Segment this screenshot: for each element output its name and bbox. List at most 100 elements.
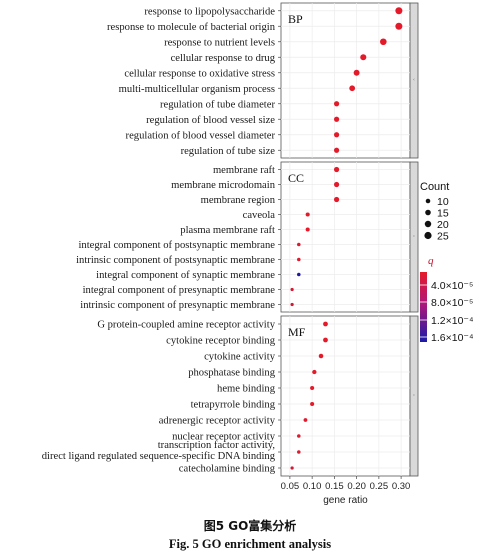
data-point bbox=[312, 369, 317, 375]
term-label: membrane region bbox=[201, 195, 276, 206]
facet-cc: ‹ CC bbox=[278, 161, 419, 313]
data-point bbox=[380, 38, 387, 46]
q-legend-label: 1.2×10⁻⁴ bbox=[431, 315, 473, 327]
term-label: G protein-coupled amine receptor activit… bbox=[97, 320, 275, 331]
term-label: cellular response to drug bbox=[171, 53, 276, 64]
data-point bbox=[297, 450, 301, 454]
q-legend-label: 4.0×10⁻⁵ bbox=[431, 280, 473, 292]
x-tick-label: 0.05 bbox=[281, 481, 300, 492]
data-point bbox=[323, 321, 328, 327]
count-legend-title: Count bbox=[420, 181, 449, 193]
count-legend-label: 10 bbox=[437, 196, 449, 208]
term-label: nuclear receptor activity bbox=[172, 432, 276, 443]
term-label: regulation of tube size bbox=[181, 146, 276, 157]
facet-label: BP bbox=[288, 12, 303, 26]
term-label: response to molecule of bacterial origin bbox=[107, 22, 276, 33]
facet-mf: ‹ MF bbox=[278, 315, 419, 477]
term-label: response to nutrient levels bbox=[164, 37, 275, 48]
q-legend-label: 1.6×10⁻⁴ bbox=[431, 332, 473, 344]
data-point bbox=[290, 287, 294, 292]
term-label: membrane microdomain bbox=[171, 180, 276, 191]
facet-label: MF bbox=[288, 325, 306, 339]
term-label: transcription factor activity, direct lig… bbox=[42, 440, 276, 462]
term-label: heme binding bbox=[217, 384, 276, 395]
x-axis: 0.05 0.10 0.15 0.20 0.25 0.30 gene ratio bbox=[281, 476, 411, 506]
panel-frame bbox=[280, 2, 411, 159]
x-tick-label: 0.25 bbox=[370, 481, 389, 492]
q-legend-title: q bbox=[428, 255, 434, 267]
term-label: integral component of postsynaptic membr… bbox=[78, 240, 275, 251]
term-label: regulation of blood vessel size bbox=[146, 115, 275, 126]
term-label: catecholamine binding bbox=[179, 464, 276, 475]
facet-label: CC bbox=[288, 171, 304, 185]
term-label: multi-multicellular organism process bbox=[119, 84, 275, 95]
term-label: cytokine activity bbox=[204, 352, 276, 363]
q-legend-label: 8.0×10⁻⁵ bbox=[431, 297, 473, 309]
count-legend-dot bbox=[425, 198, 431, 204]
count-legend-label: 15 bbox=[437, 208, 449, 220]
x-axis-title: gene ratio bbox=[323, 495, 368, 506]
x-tick-label: 0.30 bbox=[392, 481, 411, 492]
term-label: intrinsic component of postsynaptic memb… bbox=[76, 255, 275, 266]
count-legend-dot bbox=[425, 209, 431, 216]
data-point bbox=[334, 116, 340, 122]
data-point bbox=[310, 385, 315, 391]
figure-caption-english: Fig. 5 GO enrichment analysis bbox=[168, 537, 332, 551]
count-legend-label: 20 bbox=[437, 219, 449, 231]
term-label: membrane raft bbox=[213, 165, 275, 176]
data-point bbox=[323, 337, 328, 343]
facet-panels: ‹ BP ‹ CC ‹ MF bbox=[278, 2, 419, 477]
term-label: tetrapyrrole binding bbox=[191, 400, 276, 411]
facet-strip-label: ‹ bbox=[413, 393, 415, 398]
data-point bbox=[297, 242, 301, 247]
data-point bbox=[297, 434, 301, 438]
data-point bbox=[349, 85, 356, 92]
term-label: integral component of synaptic membrane bbox=[96, 270, 275, 281]
data-point bbox=[334, 147, 340, 153]
term-label: phosphatase binding bbox=[188, 368, 276, 379]
data-point bbox=[334, 181, 340, 188]
term-labels: response to lipopolysaccharide response t… bbox=[42, 6, 276, 474]
data-point bbox=[360, 54, 367, 61]
data-point bbox=[353, 69, 360, 76]
x-tick-label: 0.15 bbox=[325, 481, 344, 492]
term-label: integral component of presynaptic membra… bbox=[83, 285, 276, 296]
data-point bbox=[305, 212, 310, 217]
x-tick-label: 0.10 bbox=[303, 481, 322, 492]
facet-strip-label: ‹ bbox=[413, 78, 415, 83]
data-point bbox=[395, 22, 403, 30]
data-point bbox=[334, 166, 340, 173]
facet-strip bbox=[409, 2, 419, 159]
data-point bbox=[310, 401, 315, 407]
q-colorbar bbox=[420, 272, 427, 342]
data-point bbox=[290, 466, 294, 470]
term-label: cellular response to oxidative stress bbox=[124, 68, 275, 79]
data-point bbox=[297, 257, 301, 262]
go-enrichment-dotplot: ‹ BP ‹ CC ‹ MF response to lipopolysaccharide… bbox=[42, 2, 473, 506]
term-label: regulation of blood vessel diameter bbox=[126, 130, 276, 141]
term-label: regulation of tube diameter bbox=[160, 99, 275, 110]
facet-strip bbox=[409, 315, 419, 477]
term-label: adrenergic receptor activity bbox=[159, 416, 276, 427]
term-label: cytokine receptor binding bbox=[166, 336, 276, 347]
data-point bbox=[334, 132, 340, 138]
x-tick-label: 0.20 bbox=[347, 481, 366, 492]
data-point bbox=[297, 272, 301, 277]
panel-frame bbox=[280, 161, 411, 313]
data-point bbox=[334, 101, 340, 107]
term-label: intrinsic component of presynaptic membr… bbox=[80, 300, 275, 311]
data-point bbox=[305, 227, 310, 232]
facet-strip bbox=[409, 161, 419, 313]
facet-strip-label: ‹ bbox=[413, 234, 415, 239]
data-point bbox=[290, 302, 294, 307]
count-legend-dot bbox=[424, 220, 432, 228]
count-legend-dot bbox=[424, 231, 432, 240]
count-legend-label: 25 bbox=[437, 231, 449, 243]
data-point bbox=[334, 196, 340, 203]
data-point bbox=[303, 418, 308, 422]
facet-bp: ‹ BP bbox=[278, 2, 419, 159]
term-label: caveola bbox=[243, 210, 276, 221]
figure-caption-chinese: 图5 GO富集分析 bbox=[203, 519, 297, 533]
data-point bbox=[395, 7, 403, 15]
